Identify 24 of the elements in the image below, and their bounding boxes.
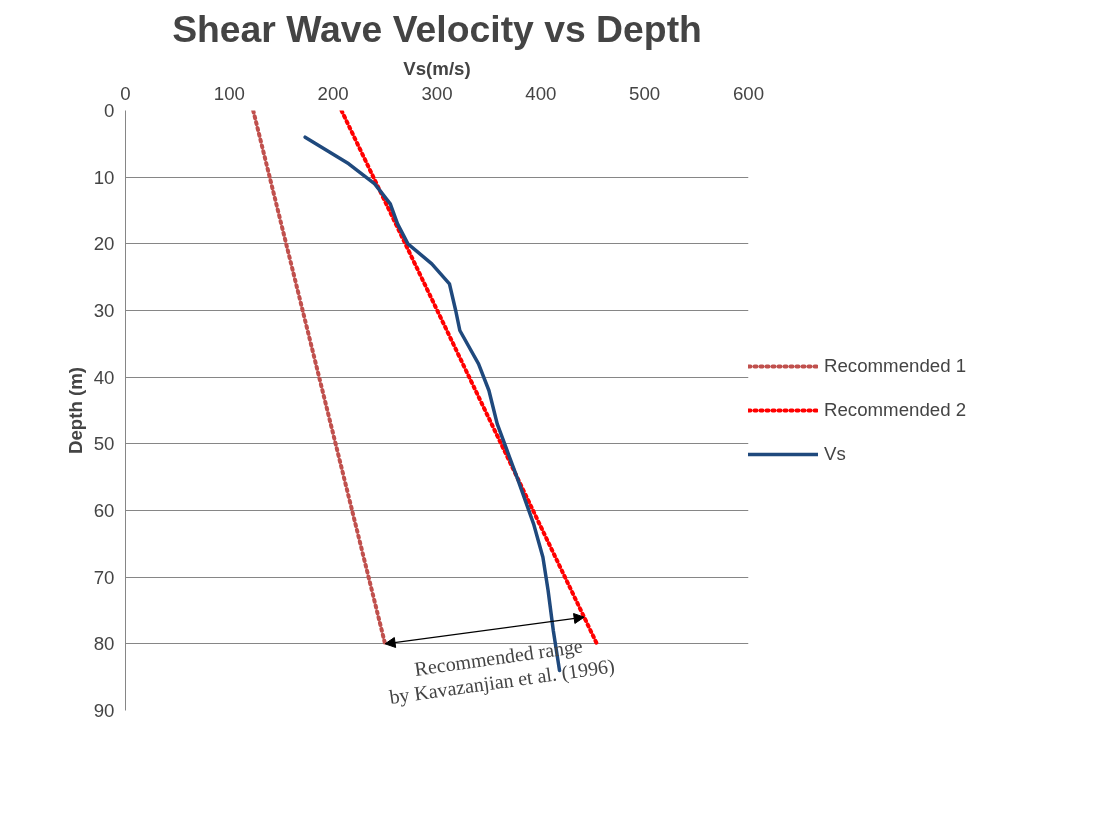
legend-label: Recommended 1 <box>824 355 967 377</box>
y-tick-label: 20 <box>93 233 115 255</box>
x-tick-label: 100 <box>213 82 245 104</box>
legend-label: Vs <box>824 443 846 465</box>
y-tick-label: 50 <box>93 433 115 455</box>
x-tick-label: 600 <box>732 82 765 104</box>
y-tick-label: 0 <box>104 100 115 121</box>
x-tick-label: 400 <box>525 82 557 104</box>
y-tick-label: 40 <box>93 366 115 388</box>
x-tick-label: 300 <box>421 82 453 104</box>
y-tick-label: 10 <box>93 166 115 188</box>
y-tick-label: 70 <box>93 566 115 588</box>
annotation: Recommended range by Kavazanjian et al. (1996) <box>387 634 617 709</box>
x-axis-title: Vs(m/s) <box>403 57 471 79</box>
x-tick-label: 0 <box>120 82 131 104</box>
y-tick-label: 30 <box>93 300 115 321</box>
y-axis-title: Depth (m) <box>64 366 86 455</box>
y-tick-label: 80 <box>93 633 115 655</box>
x-tick-label: 200 <box>317 82 349 104</box>
y-tick-label: 90 <box>93 700 115 721</box>
x-tick-label: 500 <box>629 82 661 104</box>
chart-title: Shear Wave Velocity vs Depth <box>172 7 702 50</box>
legend-label: Recommended 2 <box>824 399 967 421</box>
y-tick-label: 60 <box>93 500 115 521</box>
